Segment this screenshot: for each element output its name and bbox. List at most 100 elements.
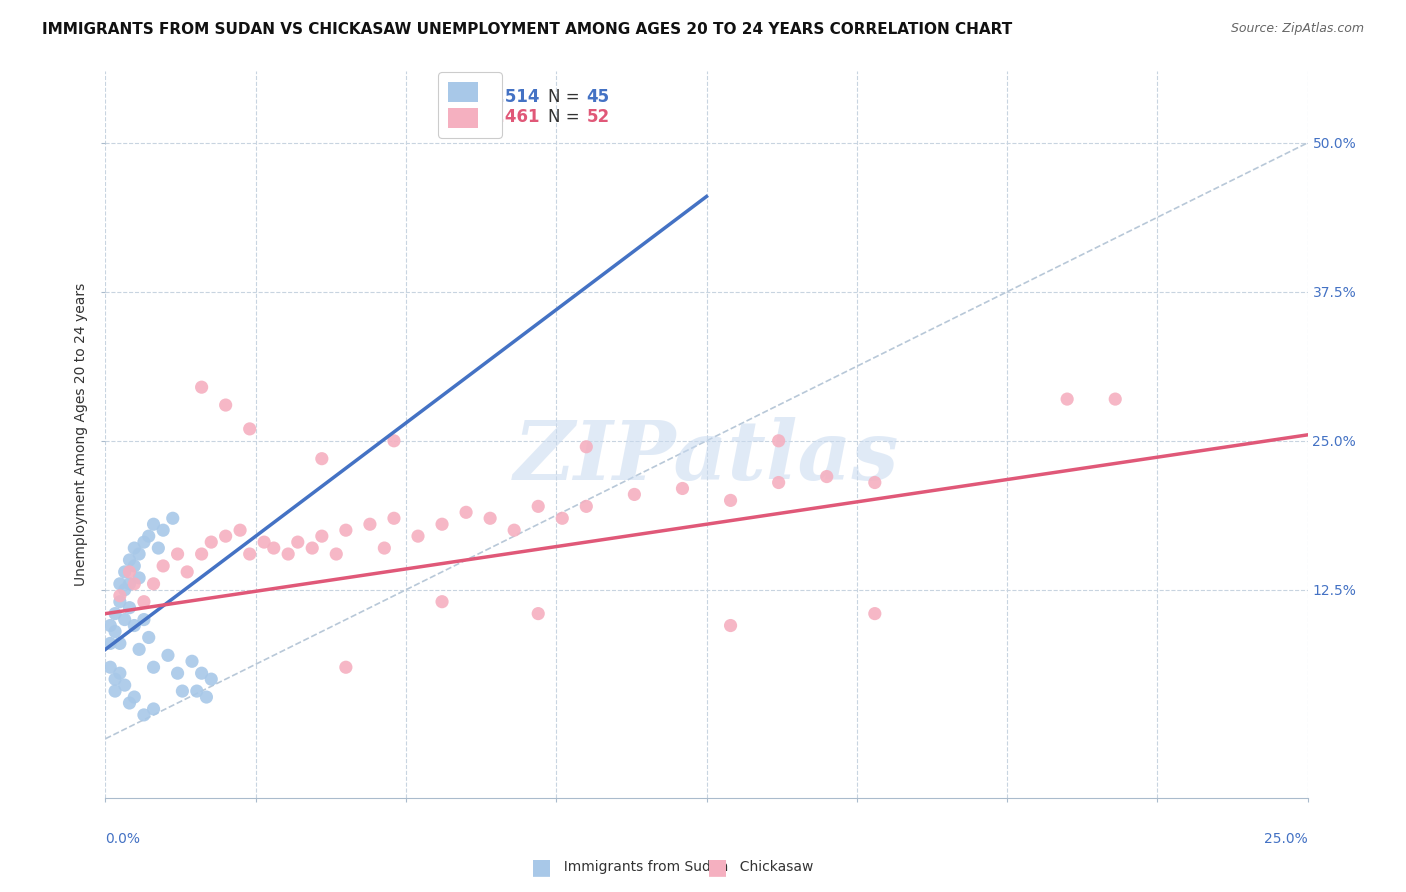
Point: [863, 475, 886, 490]
Point: [551, 511, 574, 525]
Point: [863, 607, 886, 621]
Point: [142, 577, 165, 591]
Point: [406, 529, 429, 543]
Point: [138, 631, 160, 645]
Point: [200, 672, 222, 686]
Text: 52: 52: [586, 108, 609, 126]
Point: [108, 636, 131, 650]
Point: [118, 696, 141, 710]
Text: 45: 45: [586, 87, 609, 106]
Point: [152, 558, 174, 573]
Point: [527, 500, 550, 514]
Point: [301, 541, 323, 555]
Point: [128, 547, 150, 561]
Point: [382, 511, 405, 525]
Point: [114, 678, 136, 692]
Point: [124, 577, 146, 591]
Point: [1056, 392, 1078, 406]
Point: [132, 707, 155, 722]
Point: [190, 547, 212, 561]
Point: [181, 654, 204, 668]
Point: [190, 666, 212, 681]
Point: [454, 505, 477, 519]
Point: [162, 511, 184, 525]
Point: [124, 541, 146, 555]
Point: [114, 613, 136, 627]
Point: [128, 571, 150, 585]
Text: Chickasaw: Chickasaw: [731, 860, 814, 874]
Text: ■: ■: [531, 857, 551, 877]
Text: ■: ■: [707, 857, 727, 877]
Text: N =: N =: [548, 108, 585, 126]
Point: [132, 595, 155, 609]
Point: [263, 541, 285, 555]
Point: [720, 618, 742, 632]
Point: [128, 642, 150, 657]
Point: [720, 493, 742, 508]
Point: [277, 547, 299, 561]
Point: [104, 607, 127, 621]
Point: [214, 398, 236, 412]
Point: [575, 440, 598, 454]
Point: [172, 684, 194, 698]
Point: [325, 547, 347, 561]
Point: [815, 469, 838, 483]
Text: 0.461: 0.461: [488, 108, 540, 126]
Point: [118, 600, 141, 615]
Point: [124, 618, 146, 632]
Point: [239, 422, 262, 436]
Point: [152, 523, 174, 537]
Point: [253, 535, 276, 549]
Point: [335, 660, 357, 674]
Point: [156, 648, 179, 663]
Point: [430, 517, 453, 532]
Point: [287, 535, 309, 549]
Point: [124, 690, 146, 704]
Point: [166, 666, 188, 681]
Text: Source: ZipAtlas.com: Source: ZipAtlas.com: [1230, 22, 1364, 36]
Point: [373, 541, 395, 555]
Point: [118, 577, 141, 591]
Point: [98, 618, 121, 632]
Point: [195, 690, 218, 704]
Y-axis label: Unemployment Among Ages 20 to 24 years: Unemployment Among Ages 20 to 24 years: [75, 284, 89, 586]
Point: [335, 523, 357, 537]
Point: [623, 487, 645, 501]
Point: [118, 565, 141, 579]
Point: [229, 523, 252, 537]
Text: R =: R =: [444, 87, 481, 106]
Point: [166, 547, 188, 561]
Point: [359, 517, 381, 532]
Point: [186, 684, 208, 698]
Point: [214, 529, 236, 543]
Point: [104, 624, 127, 639]
Point: [671, 482, 693, 496]
Point: [311, 529, 333, 543]
Point: [132, 613, 155, 627]
Point: [190, 380, 212, 394]
Point: [124, 558, 146, 573]
Point: [114, 565, 136, 579]
Text: IMMIGRANTS FROM SUDAN VS CHICKASAW UNEMPLOYMENT AMONG AGES 20 TO 24 YEARS CORREL: IMMIGRANTS FROM SUDAN VS CHICKASAW UNEMP…: [42, 22, 1012, 37]
Point: [200, 535, 222, 549]
Point: [1104, 392, 1126, 406]
Point: [503, 523, 526, 537]
Point: [430, 595, 453, 609]
Point: [114, 582, 136, 597]
Point: [98, 636, 121, 650]
Text: ZIPatlas: ZIPatlas: [513, 417, 900, 497]
Legend: , : ,: [439, 72, 502, 137]
Point: [479, 511, 502, 525]
Point: [176, 565, 198, 579]
Point: [138, 529, 160, 543]
Point: [768, 475, 790, 490]
Point: [311, 451, 333, 466]
Point: [382, 434, 405, 448]
Text: R =: R =: [444, 108, 481, 126]
Point: [108, 595, 131, 609]
Point: [768, 434, 790, 448]
Point: [239, 547, 262, 561]
Point: [142, 702, 165, 716]
Text: 0.514: 0.514: [488, 87, 540, 106]
Point: [142, 660, 165, 674]
